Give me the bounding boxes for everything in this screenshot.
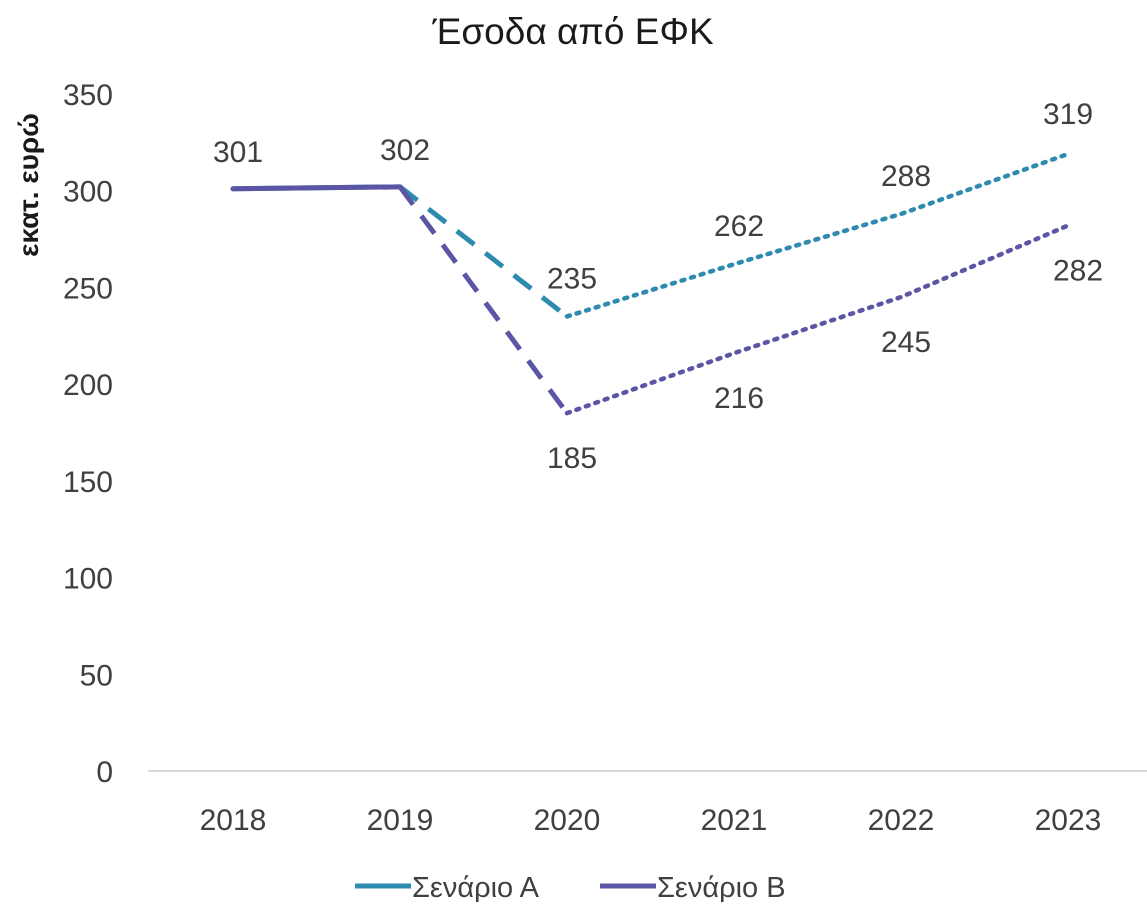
data-label: 282 <box>1053 255 1103 288</box>
series-line-actual <box>230 184 403 192</box>
y-tick-label: 100 <box>63 563 113 596</box>
data-labels: 235 262 288 319 301 302 185 216 245 282 <box>213 98 1103 475</box>
x-tick-label: 2018 <box>200 804 267 837</box>
series-line-projection <box>564 151 1071 319</box>
y-tick-label: 300 <box>63 176 113 209</box>
series-line-transition <box>397 185 570 415</box>
x-tick-label: 2020 <box>534 804 601 837</box>
data-label: 216 <box>714 382 764 415</box>
x-axis-ticks: 2018 2019 2020 2021 2022 2023 <box>200 804 1102 837</box>
y-axis-label: εκατ. ευρώ <box>13 113 44 257</box>
series-line-projection <box>564 223 1071 416</box>
data-label: 245 <box>881 326 931 359</box>
y-tick-label: 50 <box>80 659 113 692</box>
data-label: 319 <box>1043 98 1093 131</box>
legend-label: Σενάριο Α <box>412 872 540 902</box>
x-tick-label: 2023 <box>1035 804 1102 837</box>
chart-title: Έσοδα από ΕΦΚ <box>431 11 714 52</box>
y-tick-label: 150 <box>63 466 113 499</box>
data-label: 235 <box>547 262 597 295</box>
data-label: 302 <box>380 134 430 167</box>
series-lines <box>230 151 1071 416</box>
y-tick-label: 200 <box>63 369 113 402</box>
data-label: 301 <box>213 136 263 169</box>
y-tick-label: 250 <box>63 272 113 305</box>
y-axis-ticks: 0 50 100 150 200 250 300 350 <box>63 79 113 789</box>
series-line-transition <box>398 184 569 319</box>
x-tick-label: 2019 <box>367 804 434 837</box>
data-label: 288 <box>881 160 931 193</box>
data-label: 262 <box>714 210 764 243</box>
y-tick-label: 350 <box>63 79 113 112</box>
legend-label: Σενάριο Β <box>657 872 786 902</box>
x-tick-label: 2021 <box>701 804 768 837</box>
y-tick-label: 0 <box>96 756 113 789</box>
data-label: 185 <box>547 442 597 475</box>
x-tick-label: 2022 <box>868 804 935 837</box>
legend: Σενάριο Α Σενάριο Β <box>355 872 786 904</box>
